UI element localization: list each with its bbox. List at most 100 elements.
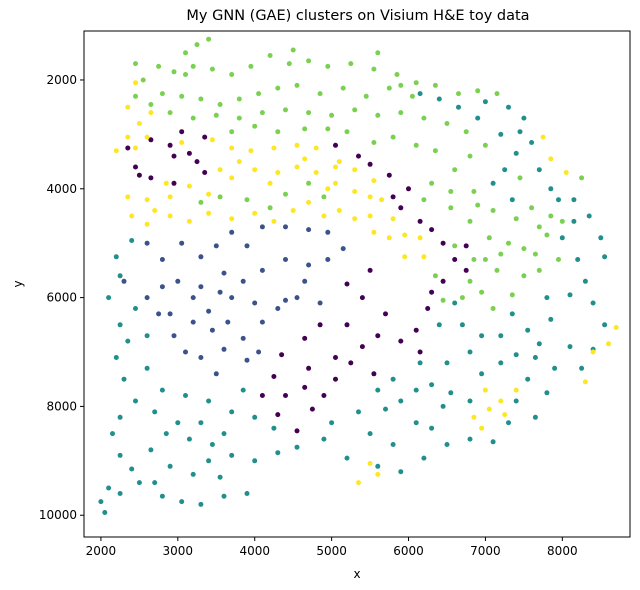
scatter-point [206,191,212,197]
scatter-points-group [98,36,619,515]
scatter-point [117,452,123,458]
scatter-point [152,480,158,486]
scatter-point [467,218,473,224]
scatter-point [148,102,154,107]
scatter-point [375,50,381,56]
scatter-point [367,267,373,273]
scatter-point [267,53,273,58]
y-axis: 2000 4000 6000 8000 10000 [39,73,84,522]
scatter-point [275,306,281,311]
scatter-point [148,110,154,116]
scatter-point [325,126,331,132]
scatter-point [344,129,350,135]
scatter-point [494,91,500,97]
scatter-point [133,80,138,86]
scatter-point [252,123,258,129]
scatter-point [275,129,281,135]
scatter-point [206,398,212,404]
scatter-point [275,450,281,456]
scatter-point [459,295,465,301]
scatter-point [117,414,123,420]
scatter-point [344,455,350,461]
scatter-point [598,235,604,241]
scatter-point [582,278,588,284]
scatter-point [321,436,327,442]
scatter-point [271,145,277,151]
scatter-point [133,145,138,151]
scatter-point [521,273,527,279]
x-tick-label: 7000 [470,544,501,558]
scatter-point [344,281,350,287]
scatter-point [333,180,338,186]
scatter-point [494,267,500,273]
scatter-point [221,493,227,499]
scatter-point [136,172,142,178]
scatter-point [413,142,419,148]
scatter-point [198,96,204,102]
scatter-point [156,63,162,69]
scatter-point [559,235,565,241]
scatter-point [333,142,338,148]
scatter-point [340,85,346,91]
scatter-point [413,387,419,393]
scatter-point [459,322,465,328]
scatter-point [448,205,454,211]
scatter-point [567,344,573,350]
scatter-point [375,333,381,339]
scatter-point [544,232,550,238]
scatter-point [175,278,181,284]
x-axis-label: x [353,567,360,581]
scatter-point [444,360,450,366]
scatter-point [490,439,496,445]
scatter-point [152,208,158,213]
scatter-point [452,167,458,173]
scatter-point [513,150,519,156]
scatter-point [482,387,488,393]
scatter-point [606,341,611,347]
scatter-point [417,235,423,241]
scatter-point [321,393,327,398]
scatter-point [333,164,338,170]
scatter-point [229,175,235,181]
scatter-point [456,104,461,110]
scatter-point [302,335,308,341]
scatter-point [417,349,423,355]
scatter-point [209,442,215,447]
scatter-point [467,278,473,284]
scatter-point [283,257,288,262]
scatter-point [133,306,138,311]
scatter-point [121,278,127,284]
scatter-point [306,227,312,233]
scatter-point [456,91,461,97]
scatter-point [348,61,354,67]
scatter-point [344,322,350,328]
scatter-point [163,431,169,437]
scatter-point [467,349,473,355]
scatter-point [179,499,185,505]
scatter-point [390,194,396,200]
scatter-point [186,436,192,442]
scatter-point [463,129,469,135]
scatter-point [498,333,504,339]
scatter-point [248,148,254,154]
scatter-point [229,295,235,301]
scatter-point [613,325,619,330]
scatter-point [498,360,504,366]
scatter-point [248,63,254,69]
scatter-point [198,501,204,507]
scatter-point [309,406,315,412]
scatter-point [348,360,354,366]
scatter-point [525,327,531,333]
scatter-point [429,289,435,295]
scatter-point [509,197,515,203]
y-tick-label: 8000 [46,399,77,413]
scatter-point [532,251,538,257]
scatter-point [140,77,146,83]
scatter-point [513,387,519,393]
scatter-point [356,409,361,415]
scatter-point [175,420,181,426]
scatter-point [440,278,446,284]
scatter-point [513,398,519,404]
scatter-point [313,145,319,151]
